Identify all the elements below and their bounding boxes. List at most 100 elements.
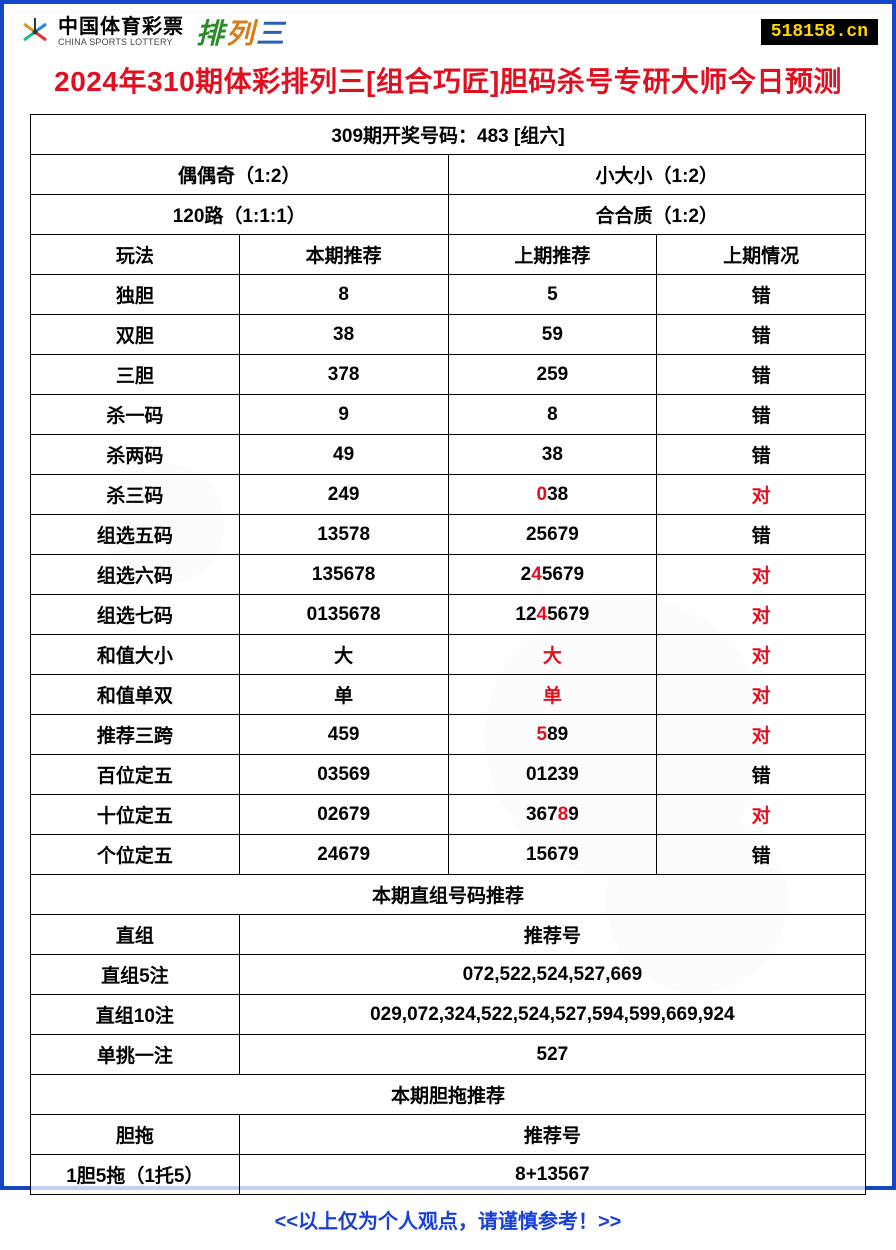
table-row: 和值大小大大对 bbox=[31, 635, 866, 675]
row-name: 三胆 bbox=[31, 355, 240, 395]
table-row: 单挑一注527 bbox=[31, 1035, 866, 1075]
row-current: 38 bbox=[239, 315, 448, 355]
row-status: 对 bbox=[657, 675, 866, 715]
row-current: 0135678 bbox=[239, 595, 448, 635]
col-header: 本期推荐 bbox=[239, 235, 448, 275]
table-row: 杀一码98错 bbox=[31, 395, 866, 435]
page-title: 2024年310期体彩排列三[组合巧匠]胆码杀号专研大师今日预测 bbox=[4, 52, 892, 114]
footer-note: <<以上仅为个人观点，请谨慎参考！>> bbox=[30, 1195, 866, 1242]
pair-row: 120路（1:1:1）合合质（1:2） bbox=[31, 195, 866, 235]
table-row: 推荐三跨459589对 bbox=[31, 715, 866, 755]
row-name: 杀两码 bbox=[31, 435, 240, 475]
row-name: 组选六码 bbox=[31, 555, 240, 595]
row-current: 大 bbox=[239, 635, 448, 675]
row-current: 03569 bbox=[239, 755, 448, 795]
table-row: 和值单双单单对 bbox=[31, 675, 866, 715]
row-prev: 8 bbox=[448, 395, 657, 435]
table-row: 个位定五2467915679错 bbox=[31, 835, 866, 875]
table-row: 组选五码1357825679错 bbox=[31, 515, 866, 555]
row-status: 错 bbox=[657, 315, 866, 355]
row-prev: 38 bbox=[448, 435, 657, 475]
row-value: 527 bbox=[239, 1035, 865, 1075]
row-prev: 59 bbox=[448, 315, 657, 355]
logo-text-en: CHINA SPORTS LOTTERY bbox=[58, 38, 184, 47]
table-row: 杀三码249038对 bbox=[31, 475, 866, 515]
row-name: 组选七码 bbox=[31, 595, 240, 635]
row-current: 13578 bbox=[239, 515, 448, 555]
row-status: 错 bbox=[657, 515, 866, 555]
row-current: 8 bbox=[239, 275, 448, 315]
col-header: 胆拖 bbox=[31, 1115, 240, 1155]
table-row: 三胆378259错 bbox=[31, 355, 866, 395]
main-table-wrap: 309期开奖号码：483 [组六] 偶偶奇（1:2）小大小（1:2）120路（1… bbox=[4, 114, 892, 1250]
table-row: 1胆5拖（1托5）8+13567 bbox=[31, 1155, 866, 1195]
table-row: 组选六码135678245679对 bbox=[31, 555, 866, 595]
row-status: 对 bbox=[657, 795, 866, 835]
row-name: 个位定五 bbox=[31, 835, 240, 875]
row-prev: 15679 bbox=[448, 835, 657, 875]
table-row: 独胆85错 bbox=[31, 275, 866, 315]
row-name: 推荐三跨 bbox=[31, 715, 240, 755]
row-status: 对 bbox=[657, 475, 866, 515]
table-top-header: 309期开奖号码：483 [组六] bbox=[31, 115, 866, 155]
row-prev: 245679 bbox=[448, 555, 657, 595]
pair-cell: 120路（1:1:1） bbox=[31, 195, 449, 235]
row-current: 378 bbox=[239, 355, 448, 395]
row-name: 独胆 bbox=[31, 275, 240, 315]
row-status: 错 bbox=[657, 755, 866, 795]
col-header: 上期推荐 bbox=[448, 235, 657, 275]
table-row: 百位定五0356901239错 bbox=[31, 755, 866, 795]
row-status: 错 bbox=[657, 395, 866, 435]
row-name: 直组10注 bbox=[31, 995, 240, 1035]
row-status: 错 bbox=[657, 275, 866, 315]
row-value: 072,522,524,527,669 bbox=[239, 955, 865, 995]
row-prev: 589 bbox=[448, 715, 657, 755]
row-prev: 大 bbox=[448, 635, 657, 675]
row-current: 135678 bbox=[239, 555, 448, 595]
row-status: 对 bbox=[657, 635, 866, 675]
pair-cell: 合合质（1:2） bbox=[448, 195, 866, 235]
row-current: 单 bbox=[239, 675, 448, 715]
table-row: 直组10注029,072,324,522,524,527,594,599,669… bbox=[31, 995, 866, 1035]
row-name: 1胆5拖（1托5） bbox=[31, 1155, 240, 1195]
row-current: 249 bbox=[239, 475, 448, 515]
row-name: 十位定五 bbox=[31, 795, 240, 835]
row-current: 49 bbox=[239, 435, 448, 475]
col-header: 上期情况 bbox=[657, 235, 866, 275]
section-header: 本期直组号码推荐 bbox=[31, 875, 866, 915]
row-prev: 25679 bbox=[448, 515, 657, 555]
row-name: 百位定五 bbox=[31, 755, 240, 795]
section-header: 本期胆拖推荐 bbox=[31, 1075, 866, 1115]
row-name: 直组5注 bbox=[31, 955, 240, 995]
lottery-table: 309期开奖号码：483 [组六] 偶偶奇（1:2）小大小（1:2）120路（1… bbox=[30, 114, 866, 1195]
col-header: 推荐号 bbox=[239, 915, 865, 955]
lottery-logo-icon bbox=[18, 15, 52, 49]
pair-cell: 偶偶奇（1:2） bbox=[31, 155, 449, 195]
logo-text-cn: 中国体育彩票 bbox=[58, 17, 184, 38]
row-name: 和值大小 bbox=[31, 635, 240, 675]
table-row: 十位定五0267936789对 bbox=[31, 795, 866, 835]
row-prev: 01239 bbox=[448, 755, 657, 795]
table-row: 直组5注072,522,524,527,669 bbox=[31, 955, 866, 995]
row-status: 错 bbox=[657, 435, 866, 475]
row-prev: 单 bbox=[448, 675, 657, 715]
col-header: 推荐号 bbox=[239, 1115, 865, 1155]
row-status: 对 bbox=[657, 555, 866, 595]
row-prev: 36789 bbox=[448, 795, 657, 835]
row-value: 029,072,324,522,524,527,594,599,669,924 bbox=[239, 995, 865, 1035]
row-current: 9 bbox=[239, 395, 448, 435]
row-status: 错 bbox=[657, 835, 866, 875]
row-status: 对 bbox=[657, 715, 866, 755]
row-name: 杀三码 bbox=[31, 475, 240, 515]
table-row: 组选七码01356781245679对 bbox=[31, 595, 866, 635]
row-name: 和值单双 bbox=[31, 675, 240, 715]
row-prev: 5 bbox=[448, 275, 657, 315]
row-name: 双胆 bbox=[31, 315, 240, 355]
row-current: 24679 bbox=[239, 835, 448, 875]
row-value: 8+13567 bbox=[239, 1155, 865, 1195]
row-prev: 259 bbox=[448, 355, 657, 395]
header: 中国体育彩票 CHINA SPORTS LOTTERY 排 列 三 518158… bbox=[4, 4, 892, 52]
row-current: 459 bbox=[239, 715, 448, 755]
table-row: 双胆3859错 bbox=[31, 315, 866, 355]
row-prev: 038 bbox=[448, 475, 657, 515]
